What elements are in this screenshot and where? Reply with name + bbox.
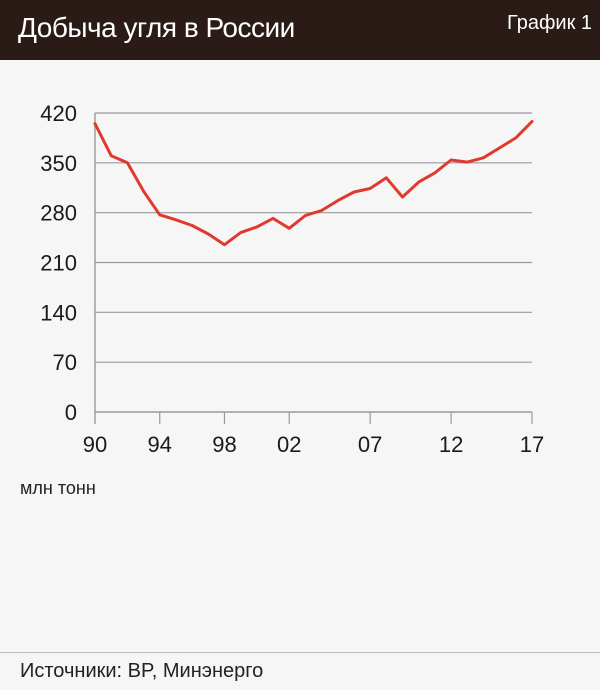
data-point — [109, 154, 113, 157]
data-point — [174, 218, 178, 221]
x-tick-label: 98 — [212, 432, 236, 457]
data-point — [126, 161, 129, 165]
source-note: Источники: BP, Минэнерго — [20, 660, 264, 682]
data-point — [158, 213, 161, 217]
data-point — [514, 136, 518, 140]
data-point — [352, 190, 356, 194]
x-tick-label: 94 — [147, 432, 171, 457]
data-point — [271, 217, 275, 220]
chart-area: 0 70 140 210 280 350 420 90 94 98 02 07 12 17 — [0, 60, 600, 650]
data-point — [223, 243, 226, 246]
data-point — [401, 195, 404, 199]
data-point — [288, 227, 291, 230]
y-tick-label: 350 — [40, 151, 77, 176]
data-point — [207, 232, 210, 236]
line-chart: 0 70 140 210 280 350 420 90 94 98 02 07 12 17 — [40, 101, 544, 457]
data-point — [336, 199, 339, 202]
x-tick-label: 02 — [277, 432, 301, 457]
y-tick-label: 0 — [65, 400, 77, 425]
x-tick-label: 07 — [358, 432, 382, 457]
x-tick-label: 12 — [439, 432, 463, 457]
data-point — [239, 231, 242, 234]
data-point — [482, 156, 485, 160]
data-point — [385, 176, 388, 179]
data-point — [93, 122, 97, 125]
unit-label: млн тонн — [20, 478, 96, 498]
y-tick-label: 420 — [40, 101, 77, 126]
data-point — [433, 171, 437, 174]
y-tick-label: 70 — [53, 350, 77, 375]
y-tick-label: 140 — [40, 300, 77, 325]
data-point — [368, 187, 372, 190]
chart-number: График 1 — [506, 12, 592, 34]
chart-header: Добыча угля в России График 1 — [0, 0, 600, 60]
data-point — [304, 214, 307, 217]
data-point — [466, 160, 469, 164]
chart-title: Добыча угля в России — [18, 12, 295, 43]
data-point — [255, 225, 259, 229]
data-point — [498, 146, 501, 150]
data-point — [449, 158, 453, 162]
series-line — [93, 120, 534, 247]
footer-divider — [0, 652, 600, 653]
x-tick-label: 17 — [520, 432, 544, 457]
data-point — [190, 224, 194, 227]
x-tick-label: 90 — [83, 432, 107, 457]
data-point — [320, 209, 323, 212]
data-point — [417, 180, 420, 184]
y-tick-label: 210 — [40, 251, 77, 276]
y-tick-label: 280 — [40, 201, 77, 226]
data-point — [530, 120, 534, 123]
data-point — [142, 190, 145, 193]
